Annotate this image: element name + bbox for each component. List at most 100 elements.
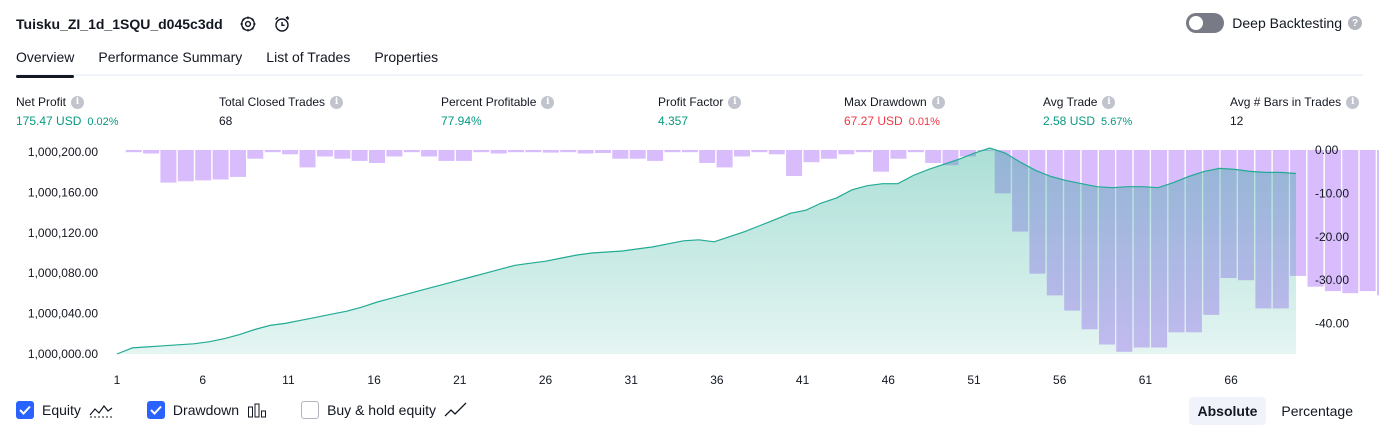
absolute-button[interactable]: Absolute: [1188, 397, 1267, 425]
drawdown-bar: [490, 150, 507, 154]
x-axis-tick-label: 21: [453, 373, 467, 387]
equity-line: [116, 147, 1297, 355]
right-axis-tick-label: -10.00: [1315, 186, 1349, 200]
drawdown-bar: [455, 150, 472, 161]
info-icon[interactable]: i: [728, 95, 742, 109]
metric-value: 4.357: [658, 114, 689, 128]
info-icon[interactable]: i: [1102, 95, 1116, 109]
drawdown-bar: [734, 150, 750, 157]
metric-label: Net Profit: [16, 95, 67, 109]
right-axis-tick-label: -20.00: [1315, 230, 1349, 244]
info-icon[interactable]: i: [71, 95, 85, 109]
tab-performance-summary[interactable]: Performance Summary: [98, 49, 243, 65]
drawdown-bar: [299, 150, 316, 168]
drawdown-bar: [403, 150, 420, 153]
drawdown-bar: [177, 150, 194, 182]
drawdown-bar: [369, 150, 385, 163]
help-icon[interactable]: ?: [1348, 16, 1362, 30]
equity-drawdown-chart[interactable]: 1,000,200.00 1,000,160.00 1,000,120.00 1,00…: [0, 140, 1379, 390]
add-alert-clock-icon[interactable]: [273, 15, 291, 33]
x-axis-tick-label: 36: [710, 373, 724, 387]
tab-overview[interactable]: Overview: [16, 46, 75, 78]
x-axis-tick-label: 56: [1053, 373, 1067, 387]
drawdown-bar: [959, 150, 976, 157]
info-icon[interactable]: i: [931, 95, 945, 109]
drawdown-bar: [664, 150, 681, 153]
drawdown-bar: [838, 150, 855, 155]
drawdown-bar: [212, 150, 229, 180]
tab-list-of-trades[interactable]: List of Trades: [266, 49, 351, 65]
drawdown-bar: [351, 150, 368, 161]
deep-backtesting-toggle[interactable]: [1186, 13, 1225, 33]
drawdown-bar: [803, 150, 820, 163]
metric-label: Max Drawdown: [844, 95, 927, 109]
metric-label: Percent Profitable: [441, 95, 537, 109]
metric-profit-factor: Profit Factor i 4.357: [658, 94, 742, 128]
x-axis-tick-label: 11: [282, 373, 295, 387]
metric-percent-profitable: Percent Profitable i 77.94%: [441, 94, 555, 128]
drawdown-bar: [247, 150, 264, 159]
legend-label: Drawdown: [172, 402, 240, 418]
metric-percent: 0.02%: [87, 116, 119, 128]
drawdown-bar: [855, 150, 872, 153]
metric-value: 175.47 USD: [16, 114, 82, 128]
buy-hold-line-icon: [444, 402, 468, 418]
drawdown-bar: [699, 150, 716, 163]
drawdown-bar: [438, 150, 455, 161]
tab-properties[interactable]: Properties: [374, 49, 439, 65]
x-axis-tick-label: 16: [367, 373, 381, 387]
drawdown-bar: [716, 150, 733, 168]
drawdown-bar: [1359, 150, 1376, 292]
drawdown-bar: [595, 150, 611, 153]
drawdown-bar: [768, 150, 785, 155]
strategy-title: Tuisku_ZI_1d_1SQU_d045c3dd: [16, 16, 223, 32]
metric-label: Avg # Bars in Trades: [1230, 95, 1342, 109]
buy-hold-checkbox[interactable]: [301, 401, 320, 419]
drawdown-bar: [525, 150, 542, 153]
x-axis-tick-label: 1: [114, 373, 121, 387]
x-axis-tick-label: 41: [796, 373, 810, 387]
metric-value: 12: [1230, 114, 1244, 128]
equity-area: [117, 148, 1296, 354]
settings-gear-icon[interactable]: [239, 15, 257, 33]
metric-label: Avg Trade: [1043, 95, 1098, 109]
percentage-button[interactable]: Percentage: [1281, 403, 1353, 419]
left-axis-tick-label: 1,000,040.00: [28, 307, 98, 321]
metric-percent: 5.67%: [1101, 116, 1133, 128]
tab-bar: Overview Performance Summary List of Tra…: [16, 46, 1363, 78]
legend-buy-hold-equity[interactable]: Buy & hold equity: [301, 401, 468, 419]
legend-equity[interactable]: Equity: [16, 401, 113, 419]
left-axis-tick-label: 1,000,080.00: [28, 266, 98, 280]
drawdown-bar: [421, 150, 438, 157]
metric-label: Profit Factor: [658, 95, 724, 109]
info-icon[interactable]: i: [541, 95, 555, 109]
legend-label: Equity: [42, 402, 81, 418]
display-mode-switch: Absolute Percentage: [1183, 397, 1363, 425]
metric-percent: 0.01%: [908, 116, 940, 128]
info-icon[interactable]: i: [1346, 95, 1360, 109]
drawdown-bar: [1307, 150, 1324, 287]
legend-label: Buy & hold equity: [327, 402, 437, 418]
drawdown-bar: [282, 150, 299, 155]
metric-value: 68: [219, 114, 233, 128]
drawdown-bar: [647, 150, 664, 161]
strategy-header: Tuisku_ZI_1d_1SQU_d045c3dd: [16, 12, 307, 36]
drawdown-bar: [230, 150, 246, 177]
info-icon[interactable]: i: [330, 95, 344, 109]
drawdown-bar: [473, 150, 490, 153]
x-axis-tick-label: 46: [882, 373, 896, 387]
drawdown-bar: [1377, 150, 1379, 296]
drawdown-checkbox[interactable]: [146, 401, 165, 419]
metric-max-drawdown: Max Drawdown i 67.27 USD 0.01%: [844, 94, 945, 128]
legend-drawdown[interactable]: Drawdown: [146, 401, 267, 419]
right-axis-tick-label: 0.00: [1315, 143, 1339, 157]
left-axis-tick-label: 1,000,120.00: [28, 226, 98, 240]
metric-net-profit: Net Profit i 175.47 USD 0.02%: [16, 94, 119, 128]
metric-value: 2.58 USD: [1043, 114, 1096, 128]
drawdown-bar: [508, 150, 524, 153]
equity-checkbox[interactable]: [16, 401, 34, 419]
right-axis-tick-label: -30.00: [1315, 273, 1349, 287]
chart-legend: Equity Drawdown Buy & hold equity: [16, 401, 502, 419]
drawdown-bar: [612, 150, 629, 159]
drawdown-bar: [316, 150, 333, 157]
